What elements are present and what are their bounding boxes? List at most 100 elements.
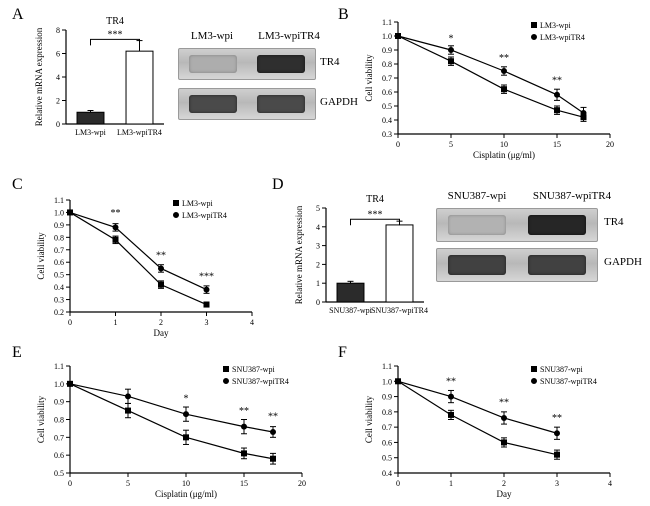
- panel-label-E: E: [12, 344, 22, 362]
- svg-text:**: **: [552, 76, 562, 87]
- svg-text:0.8: 0.8: [382, 60, 392, 69]
- svg-text:15: 15: [240, 479, 248, 488]
- blot-D-col1: SNU387-wpi: [436, 190, 518, 202]
- svg-text:0.3: 0.3: [54, 296, 64, 305]
- blot-D-row1: TR4: [604, 216, 624, 228]
- svg-text:SNU387-wpiTR4: SNU387-wpiTR4: [232, 377, 289, 386]
- svg-text:**: **: [552, 413, 562, 424]
- svg-text:1: 1: [449, 479, 453, 488]
- panel-C-line-chart: 0.20.30.40.50.60.70.80.91.01.101234Cell …: [30, 190, 260, 340]
- svg-text:Cell viability: Cell viability: [364, 54, 374, 102]
- svg-text:0: 0: [68, 318, 72, 327]
- svg-text:0.8: 0.8: [54, 233, 64, 242]
- svg-text:0.5: 0.5: [54, 271, 64, 280]
- blot-D-col2: SNU387-wpiTR4: [522, 190, 622, 202]
- svg-text:0.6: 0.6: [382, 88, 392, 97]
- svg-text:1.1: 1.1: [54, 362, 64, 371]
- svg-text:**: **: [446, 376, 456, 387]
- panel-label-D: D: [272, 176, 284, 194]
- panel-D-bar-chart: 012345Relative mRNA expressionTR4SNU387-…: [290, 190, 430, 330]
- svg-text:**: **: [239, 406, 249, 417]
- svg-text:0.6: 0.6: [382, 438, 392, 447]
- svg-text:0.4: 0.4: [382, 469, 392, 478]
- svg-text:1.0: 1.0: [382, 377, 392, 386]
- panel-label-B: B: [338, 6, 349, 24]
- svg-text:2: 2: [159, 318, 163, 327]
- svg-text:4: 4: [250, 318, 254, 327]
- svg-text:5: 5: [316, 204, 320, 213]
- svg-text:2: 2: [502, 479, 506, 488]
- panel-E-line-chart: 0.50.60.70.80.91.01.105101520Cell viabil…: [30, 356, 310, 501]
- svg-text:Cell viability: Cell viability: [364, 395, 374, 443]
- svg-text:LM3-wpiTR4: LM3-wpiTR4: [117, 128, 162, 137]
- svg-text:0.5: 0.5: [382, 454, 392, 463]
- svg-text:5: 5: [449, 140, 453, 149]
- svg-text:3: 3: [316, 242, 320, 251]
- svg-text:2: 2: [316, 260, 320, 269]
- svg-text:0.7: 0.7: [382, 423, 392, 432]
- blot-A-col2: LM3-wpiTR4: [250, 30, 328, 42]
- svg-text:SNU387-wpiTR4: SNU387-wpiTR4: [540, 377, 597, 386]
- panel-A-bar-chart: 02468Relative mRNA expressionTR4LM3-wpiL…: [30, 12, 170, 152]
- svg-text:0: 0: [316, 298, 320, 307]
- svg-text:1: 1: [114, 318, 118, 327]
- svg-text:0.5: 0.5: [54, 469, 64, 478]
- svg-text:LM3-wpi: LM3-wpi: [540, 21, 571, 30]
- svg-text:**: **: [268, 412, 278, 423]
- svg-text:0.7: 0.7: [54, 246, 64, 255]
- svg-text:*: *: [184, 394, 189, 405]
- panel-label-F: F: [338, 344, 347, 362]
- svg-text:SNU387-wpi: SNU387-wpi: [540, 365, 583, 374]
- svg-text:0: 0: [396, 479, 400, 488]
- svg-text:0.9: 0.9: [54, 221, 64, 230]
- svg-text:TR4: TR4: [366, 194, 384, 205]
- svg-text:4: 4: [56, 73, 60, 82]
- svg-text:0.9: 0.9: [382, 46, 392, 55]
- svg-text:*: *: [449, 34, 454, 45]
- svg-text:Day: Day: [497, 489, 512, 499]
- svg-text:10: 10: [500, 140, 508, 149]
- panel-label-A: A: [12, 6, 24, 24]
- svg-text:0.7: 0.7: [54, 433, 64, 442]
- svg-text:1.1: 1.1: [382, 362, 392, 371]
- svg-text:1.0: 1.0: [54, 208, 64, 217]
- svg-text:0.2: 0.2: [54, 308, 64, 317]
- svg-text:**: **: [499, 398, 509, 409]
- svg-text:Cisplatin (μg/ml): Cisplatin (μg/ml): [155, 489, 217, 499]
- svg-text:SNU387-wpiTR4: SNU387-wpiTR4: [371, 306, 428, 315]
- svg-text:0: 0: [68, 479, 72, 488]
- svg-text:0.9: 0.9: [54, 398, 64, 407]
- svg-text:Cell viability: Cell viability: [36, 232, 46, 280]
- svg-text:LM3-wpi: LM3-wpi: [75, 128, 106, 137]
- panel-label-C: C: [12, 176, 23, 194]
- svg-text:0.8: 0.8: [54, 416, 64, 425]
- panel-F-line-chart: 0.40.50.60.70.80.91.01.101234Cell viabil…: [358, 356, 618, 501]
- svg-text:4: 4: [608, 479, 612, 488]
- svg-text:**: **: [499, 53, 509, 64]
- svg-text:SNU387-wpi: SNU387-wpi: [232, 365, 275, 374]
- svg-text:0.7: 0.7: [382, 74, 392, 83]
- svg-text:10: 10: [182, 479, 190, 488]
- svg-text:0: 0: [56, 120, 60, 129]
- svg-text:LM3-wpiTR4: LM3-wpiTR4: [540, 33, 585, 42]
- svg-text:0.6: 0.6: [54, 451, 64, 460]
- svg-text:0: 0: [396, 140, 400, 149]
- svg-text:8: 8: [56, 26, 60, 35]
- svg-text:1.0: 1.0: [54, 380, 64, 389]
- blot-A-row1: TR4: [320, 56, 340, 68]
- svg-text:0.4: 0.4: [382, 116, 392, 125]
- svg-text:***: ***: [108, 29, 123, 40]
- svg-text:3: 3: [555, 479, 559, 488]
- svg-text:0.9: 0.9: [382, 393, 392, 402]
- svg-text:15: 15: [553, 140, 561, 149]
- svg-text:LM3-wpi: LM3-wpi: [182, 199, 213, 208]
- svg-text:6: 6: [56, 50, 60, 59]
- svg-text:20: 20: [298, 479, 306, 488]
- svg-text:1.0: 1.0: [382, 32, 392, 41]
- blot-D-row2: GAPDH: [604, 256, 642, 268]
- svg-text:**: **: [156, 250, 166, 261]
- blot-A-col1: LM3-wpi: [178, 30, 246, 42]
- svg-text:1.1: 1.1: [382, 18, 392, 27]
- svg-text:4: 4: [316, 223, 320, 232]
- svg-text:3: 3: [205, 318, 209, 327]
